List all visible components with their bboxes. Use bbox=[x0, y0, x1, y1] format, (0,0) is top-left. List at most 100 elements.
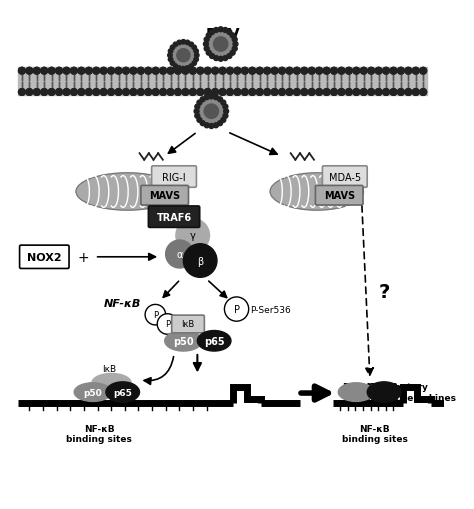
Ellipse shape bbox=[106, 382, 139, 403]
Circle shape bbox=[206, 51, 211, 56]
Circle shape bbox=[212, 68, 219, 75]
Circle shape bbox=[174, 68, 182, 75]
Circle shape bbox=[390, 68, 397, 75]
Circle shape bbox=[197, 90, 204, 96]
Ellipse shape bbox=[164, 331, 202, 351]
Circle shape bbox=[182, 90, 189, 96]
Circle shape bbox=[130, 90, 137, 96]
Circle shape bbox=[204, 68, 211, 75]
Circle shape bbox=[279, 90, 285, 96]
Circle shape bbox=[209, 95, 214, 100]
Circle shape bbox=[279, 68, 285, 75]
Text: IκB: IκB bbox=[182, 320, 195, 329]
Circle shape bbox=[301, 90, 308, 96]
Circle shape bbox=[197, 101, 202, 106]
Circle shape bbox=[223, 114, 228, 119]
Text: TRAF6: TRAF6 bbox=[156, 212, 191, 222]
Circle shape bbox=[115, 90, 122, 96]
Circle shape bbox=[165, 241, 193, 268]
Circle shape bbox=[214, 56, 219, 62]
Circle shape bbox=[331, 68, 337, 75]
Text: NOX2: NOX2 bbox=[27, 252, 62, 262]
Circle shape bbox=[63, 90, 70, 96]
Circle shape bbox=[212, 90, 219, 96]
Circle shape bbox=[41, 68, 47, 75]
Circle shape bbox=[323, 90, 330, 96]
FancyBboxPatch shape bbox=[19, 246, 69, 269]
Circle shape bbox=[33, 68, 40, 75]
Circle shape bbox=[71, 68, 77, 75]
Circle shape bbox=[41, 90, 47, 96]
Circle shape bbox=[195, 114, 200, 119]
Circle shape bbox=[85, 68, 92, 75]
Circle shape bbox=[85, 90, 92, 96]
Circle shape bbox=[18, 90, 25, 96]
Circle shape bbox=[71, 68, 77, 75]
Ellipse shape bbox=[76, 174, 179, 211]
Circle shape bbox=[398, 68, 404, 75]
Circle shape bbox=[194, 58, 199, 63]
Circle shape bbox=[93, 68, 100, 75]
Circle shape bbox=[204, 124, 209, 128]
Circle shape bbox=[241, 90, 248, 96]
Circle shape bbox=[192, 62, 197, 66]
Circle shape bbox=[195, 105, 200, 110]
Circle shape bbox=[130, 68, 137, 75]
Circle shape bbox=[167, 68, 174, 75]
Circle shape bbox=[256, 90, 263, 96]
Text: P: P bbox=[165, 320, 170, 329]
Circle shape bbox=[174, 90, 182, 96]
Ellipse shape bbox=[367, 382, 401, 403]
Circle shape bbox=[241, 68, 248, 75]
Circle shape bbox=[93, 68, 100, 75]
Circle shape bbox=[167, 68, 174, 75]
Circle shape bbox=[100, 90, 107, 96]
Circle shape bbox=[18, 68, 25, 75]
Circle shape bbox=[209, 124, 214, 129]
Circle shape bbox=[145, 305, 165, 325]
Text: NF-κB
binding sites: NF-κB binding sites bbox=[66, 424, 132, 443]
Circle shape bbox=[249, 68, 255, 75]
Circle shape bbox=[137, 90, 144, 96]
Circle shape bbox=[383, 90, 390, 96]
Circle shape bbox=[130, 68, 137, 75]
Circle shape bbox=[93, 90, 100, 96]
Circle shape bbox=[368, 68, 374, 75]
Text: γ: γ bbox=[190, 231, 196, 241]
Circle shape bbox=[383, 68, 390, 75]
Circle shape bbox=[316, 68, 322, 75]
Circle shape bbox=[157, 314, 178, 334]
Circle shape bbox=[316, 90, 322, 96]
Circle shape bbox=[48, 90, 55, 96]
Circle shape bbox=[256, 68, 263, 75]
Circle shape bbox=[33, 90, 40, 96]
Circle shape bbox=[137, 90, 144, 96]
Text: IκB: IκB bbox=[101, 364, 116, 374]
Circle shape bbox=[420, 90, 427, 96]
Circle shape bbox=[152, 90, 159, 96]
Text: α: α bbox=[176, 249, 183, 260]
Circle shape bbox=[218, 57, 223, 62]
Circle shape bbox=[398, 68, 404, 75]
Circle shape bbox=[204, 47, 209, 52]
Circle shape bbox=[218, 122, 222, 126]
Circle shape bbox=[286, 68, 293, 75]
Circle shape bbox=[346, 68, 352, 75]
Circle shape bbox=[204, 96, 209, 100]
Circle shape bbox=[123, 68, 129, 75]
Circle shape bbox=[232, 38, 237, 43]
Circle shape bbox=[190, 68, 196, 75]
Circle shape bbox=[405, 68, 412, 75]
Circle shape bbox=[234, 68, 241, 75]
Circle shape bbox=[41, 90, 47, 96]
Circle shape bbox=[279, 68, 285, 75]
Circle shape bbox=[323, 68, 330, 75]
Circle shape bbox=[420, 68, 427, 75]
Circle shape bbox=[383, 90, 390, 96]
Circle shape bbox=[256, 68, 263, 75]
Circle shape bbox=[33, 68, 40, 75]
Circle shape bbox=[227, 54, 232, 60]
Circle shape bbox=[214, 29, 219, 34]
Circle shape bbox=[63, 90, 70, 96]
Circle shape bbox=[78, 90, 85, 96]
